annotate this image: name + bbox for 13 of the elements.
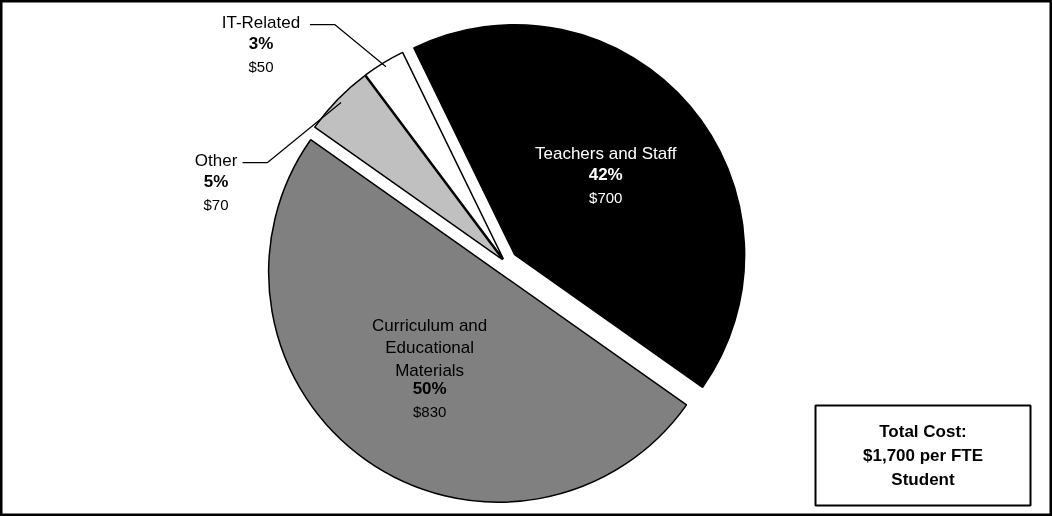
text: $830 — [412, 402, 447, 420]
slice-label: IT-Related — [221, 12, 301, 32]
text: Total Cost: $1,700 per FTE Student — [863, 422, 984, 489]
data-label: 3% — [248, 33, 274, 53]
text: $70 — [203, 195, 229, 213]
data-label: 5% — [203, 171, 229, 191]
data-label: 42% — [588, 164, 623, 184]
slice-label: Teachers and Staff — [535, 143, 677, 163]
slice-label: Curriculum and Educational Materials — [372, 315, 488, 381]
slice-label: Other — [194, 150, 238, 170]
text: $700 — [589, 188, 623, 206]
text: $50 — [248, 57, 274, 75]
data-label: 50% — [412, 378, 447, 398]
